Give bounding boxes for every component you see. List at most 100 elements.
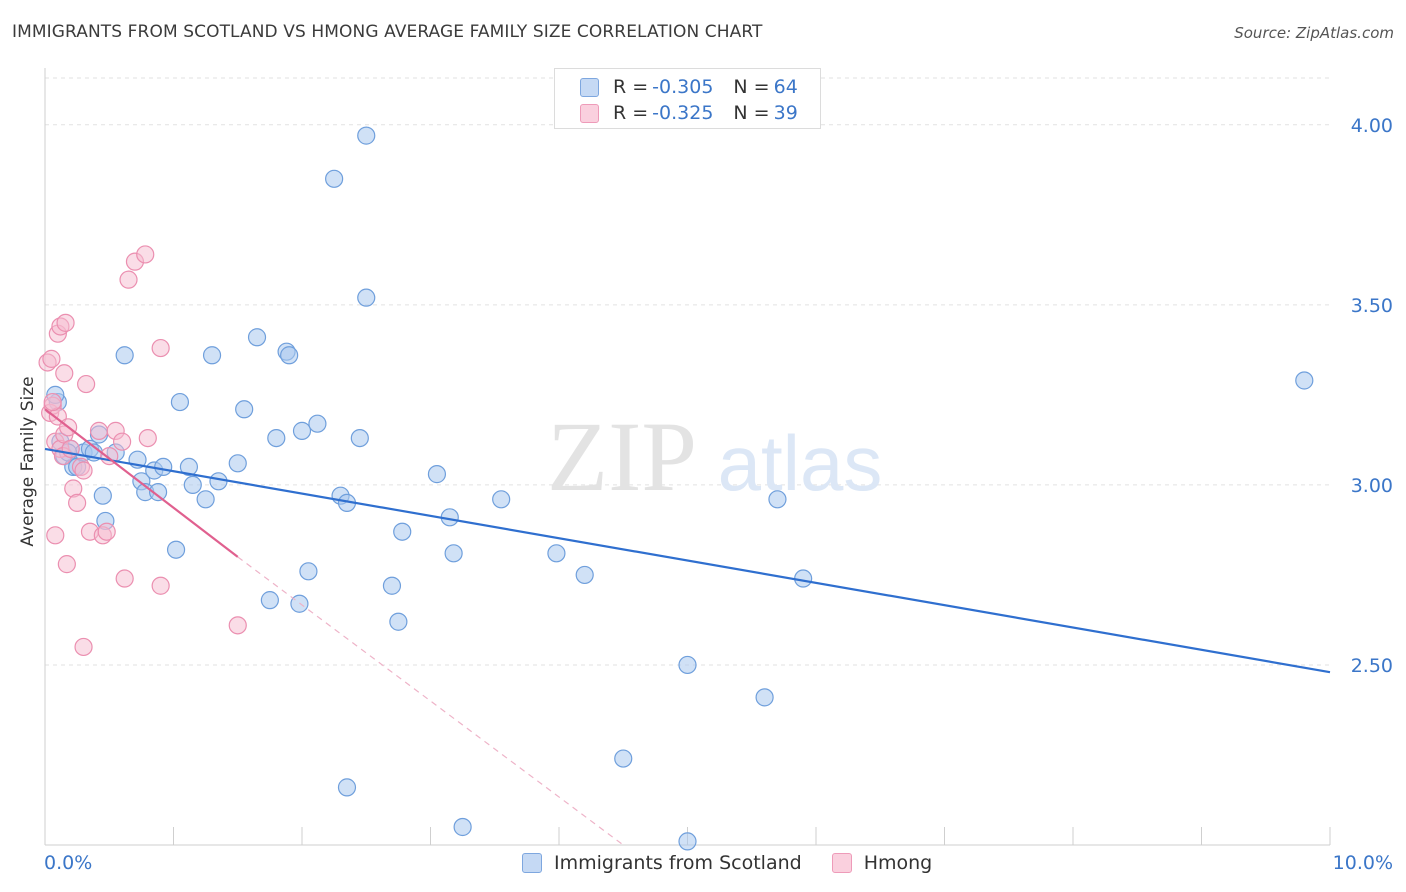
trend-line-hmong — [44, 408, 239, 558]
data-point-scotland — [325, 169, 344, 188]
trend-lines — [44, 408, 1331, 846]
data-point-scotland — [170, 392, 190, 412]
data-point-scotland — [260, 591, 279, 610]
data-point-scotland — [444, 544, 463, 563]
trend-line-hmong-extension — [237, 556, 624, 846]
data-point-scotland — [228, 454, 247, 473]
data-point-hmong — [46, 526, 65, 545]
data-point-hmong — [43, 392, 62, 412]
data-point-scotland — [247, 328, 267, 347]
legend-swatch-pink — [580, 103, 599, 123]
legend-swatch-blue — [580, 77, 599, 97]
y-tick-label: 3.50 — [1351, 295, 1393, 317]
data-point-scotland — [614, 749, 633, 768]
legend-item-hmong: Hmong — [831, 852, 933, 874]
data-point-scotland — [768, 490, 787, 509]
data-point-hmong — [89, 421, 109, 440]
legend-swatch-blue — [522, 853, 542, 873]
legend-n-label: N = — [733, 76, 770, 98]
data-point-scotland — [393, 522, 412, 541]
watermark: ZIP atlas — [547, 401, 882, 512]
data-point-hmong — [68, 493, 87, 513]
data-point-scotland — [196, 490, 215, 509]
data-point-scotland — [678, 655, 697, 675]
data-point-scotland — [547, 544, 566, 563]
data-point-hmong — [228, 616, 247, 635]
data-point-scotland — [575, 565, 594, 585]
data-point-scotland — [115, 346, 134, 365]
legend-item-scotland: Immigrants from Scotland — [522, 852, 802, 874]
data-point-scotland — [166, 540, 186, 559]
watermark-zip: ZIP — [547, 401, 697, 512]
data-point-scotland — [1295, 371, 1314, 390]
data-point-hmong — [151, 338, 170, 358]
data-point-hmong — [77, 374, 96, 394]
data-point-scotland — [350, 428, 369, 448]
y-tick-label: 3.00 — [1351, 475, 1393, 497]
data-point-hmong — [42, 349, 61, 368]
data-point-scotland — [202, 346, 222, 365]
data-point-hmong — [74, 637, 93, 657]
data-point-scotland — [755, 688, 774, 707]
y-tick-label: 2.50 — [1351, 655, 1393, 677]
data-point-scotland — [292, 421, 312, 440]
data-point-scotland — [154, 457, 173, 477]
x-tick-label: 0.0% — [44, 852, 92, 874]
data-point-hmong — [97, 522, 116, 541]
legend-n-label: N = — [733, 102, 770, 124]
legend-r-value: -0.305 — [652, 76, 714, 98]
data-point-scotland — [357, 126, 376, 145]
y-tick-label: 4.00 — [1351, 115, 1393, 137]
data-point-scotland — [382, 576, 402, 595]
data-point-scotland — [357, 288, 376, 307]
y-axis-label: Average Family Size — [18, 376, 38, 546]
legend-r-value: -0.325 — [652, 102, 714, 124]
data-point-hmong — [136, 245, 155, 264]
data-point-scotland — [492, 490, 511, 509]
data-point-hmong — [151, 576, 170, 595]
source-label: Source: ZipAtlas.com — [1234, 24, 1394, 42]
series-hmong-points — [38, 245, 247, 657]
legend-n-value: 64 — [773, 76, 798, 98]
data-point-scotland — [209, 472, 228, 491]
data-point-scotland — [183, 475, 202, 495]
data-point-scotland — [337, 778, 357, 797]
correlation-legend: R = -0.305 N = 64 R = -0.325 N = 39 — [554, 68, 821, 129]
data-point-hmong — [112, 432, 132, 451]
data-point-hmong — [56, 313, 75, 332]
legend-label-scotland: Immigrants from Scotland — [554, 852, 802, 874]
legend-swatch-pink — [831, 853, 852, 873]
data-point-scotland — [427, 465, 447, 484]
data-point-scotland — [93, 486, 112, 505]
data-point-scotland — [179, 457, 199, 477]
data-point-hmong — [57, 555, 76, 574]
series-legend: Immigrants from Scotland Hmong — [522, 852, 962, 874]
data-point-scotland — [308, 414, 327, 433]
data-point-scotland — [267, 428, 286, 448]
data-point-scotland — [235, 400, 254, 419]
legend-r-label: R = — [613, 76, 649, 98]
legend-r-label: R = — [613, 102, 649, 124]
data-point-hmong — [55, 364, 74, 383]
grid-lines — [45, 77, 1330, 666]
trend-line-scotland — [44, 447, 1331, 674]
legend-row-hmong: R = -0.325 N = 39 — [580, 101, 798, 125]
x-tick-label: 10.0% — [1333, 852, 1393, 874]
data-point-scotland — [389, 612, 408, 631]
legend-n-value: 39 — [773, 102, 798, 124]
chart-title: IMMIGRANTS FROM SCOTLAND VS HMONG AVERAG… — [12, 22, 763, 42]
data-point-hmong — [74, 461, 93, 480]
data-point-scotland — [453, 817, 472, 837]
legend-label-hmong: Hmong — [863, 852, 933, 874]
data-point-hmong — [115, 569, 134, 588]
data-point-scotland — [280, 346, 299, 365]
tick-labels: 2.50 3.00 3.50 4.00 0.0% 10.0% — [44, 115, 1393, 874]
data-point-scotland — [678, 832, 697, 851]
data-point-scotland — [299, 562, 318, 581]
data-point-scotland — [148, 483, 168, 502]
legend-row-scotland: R = -0.305 N = 64 — [580, 75, 798, 99]
watermark-atlas: atlas — [718, 419, 883, 507]
data-point-hmong — [119, 270, 138, 289]
data-point-hmong — [138, 428, 157, 448]
